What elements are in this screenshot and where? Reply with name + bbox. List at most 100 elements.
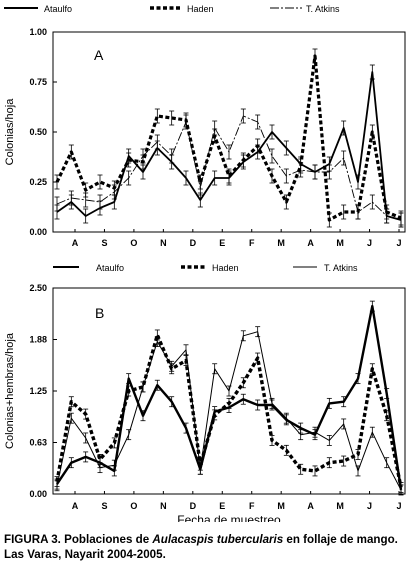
x-tick-label: N <box>160 238 167 248</box>
y-tick-label: 0.75 <box>29 77 47 87</box>
error-bar <box>283 194 289 210</box>
error-bar <box>384 388 390 399</box>
legend-a: Ataulfo Haden T. Atkins <box>4 4 340 14</box>
error-bar <box>83 408 89 420</box>
error-bar <box>326 164 332 180</box>
error-bar <box>384 410 390 422</box>
error-bar <box>183 344 189 356</box>
error-bar <box>68 396 74 408</box>
error-bar <box>226 144 232 160</box>
error-bar <box>312 465 318 477</box>
y-tick-label: 0.50 <box>29 127 47 137</box>
error-bar <box>341 150 347 166</box>
error-bar <box>341 120 347 136</box>
error-bar <box>169 148 175 164</box>
error-bar <box>126 170 132 186</box>
error-bar <box>312 164 318 180</box>
error-bar <box>355 174 361 190</box>
error-bar <box>111 437 117 449</box>
error-bar <box>298 162 304 178</box>
x-tick-label: S <box>101 501 107 511</box>
error-bar <box>226 168 232 184</box>
error-bar <box>68 457 74 469</box>
error-bar <box>126 429 132 441</box>
error-bar <box>126 152 132 168</box>
error-bar <box>240 108 246 124</box>
legend-a-atkins: T. Atkins <box>306 4 340 14</box>
error-bar <box>326 212 332 228</box>
error-bar <box>298 463 304 475</box>
x-tick-label: J <box>396 501 401 511</box>
x-tick-label: J <box>367 238 372 248</box>
y-tick-label: 2.50 <box>29 283 47 293</box>
error-bar <box>255 326 261 338</box>
error-bar <box>169 110 175 126</box>
series-line-haden <box>55 54 402 222</box>
error-bar <box>197 463 203 475</box>
error-bar <box>283 444 289 456</box>
x-tick-label: A <box>307 238 314 248</box>
error-bar <box>183 114 189 130</box>
y-tick-label: 1.25 <box>29 386 47 396</box>
error-bar <box>269 435 275 446</box>
error-bar <box>269 397 275 409</box>
error-bar <box>255 399 261 411</box>
y-tick-label: 1.88 <box>29 335 47 345</box>
error-bar <box>226 385 232 397</box>
error-bar <box>326 457 332 469</box>
error-bar <box>369 363 375 375</box>
x-tick-label: N <box>160 501 167 511</box>
error-bar <box>355 465 361 477</box>
error-bar <box>369 64 375 80</box>
panel-b: B Colonias+hembras/hoja 0.00 0.63 1.25 1.88… <box>4 283 406 511</box>
error-bar <box>140 410 146 422</box>
error-bar <box>298 429 304 441</box>
error-bar <box>212 170 218 186</box>
error-bar <box>384 208 390 224</box>
panel-b-label: B <box>95 305 104 321</box>
error-bar <box>169 396 175 408</box>
error-bar <box>83 208 89 224</box>
error-bar <box>154 108 160 124</box>
error-bar <box>54 480 60 492</box>
panel-a-plot: 0.00 0.25 0.50 0.75 1.00 A S O N D E F M A M J J <box>29 27 404 248</box>
error-bar <box>240 377 246 389</box>
error-bar <box>341 396 347 408</box>
error-bar <box>68 412 74 424</box>
error-bar <box>369 124 375 140</box>
x-tick-label: M <box>336 238 344 248</box>
error-bar <box>154 379 160 391</box>
panel-a-ylabel: Colonias/hoja <box>4 98 16 166</box>
error-bar <box>111 459 117 471</box>
x-tick-label: O <box>130 501 137 511</box>
error-bar <box>183 170 189 186</box>
error-bar <box>154 336 160 347</box>
legend-b-atkins: T. Atkins <box>324 263 358 273</box>
error-bar <box>255 138 261 154</box>
error-bar <box>68 190 74 206</box>
error-bar <box>212 120 218 136</box>
x-tick-label: S <box>101 238 107 248</box>
legend-b-ataulfo: Ataulfo <box>96 263 124 273</box>
x-tick-label: O <box>130 238 137 248</box>
error-bar <box>97 462 103 474</box>
error-bar <box>226 397 232 409</box>
x-tick-label: J <box>367 501 372 511</box>
error-bar <box>369 426 375 438</box>
panel-a-label: A <box>94 47 104 63</box>
panel-a: A Colonias/hoja 0.00 0.25 0.50 0.75 1.00 A S O N… <box>4 27 406 248</box>
error-bar <box>240 330 246 342</box>
panel-b-ylabel: Colonias+hembras/hoja <box>4 332 16 449</box>
error-bar <box>255 114 261 130</box>
error-bar <box>126 373 132 385</box>
error-bar <box>97 194 103 210</box>
error-bar <box>355 204 361 220</box>
error-bar <box>312 426 318 438</box>
y-tick-label: 0.00 <box>29 489 47 499</box>
x-tick-label: D <box>190 238 197 248</box>
y-tick-label: 0.25 <box>29 177 47 187</box>
caption-prefix: FIGURA 3. Poblaciones de <box>4 533 153 546</box>
error-bar <box>83 451 89 463</box>
x-tick-label: E <box>219 501 225 511</box>
error-bar <box>140 148 146 164</box>
